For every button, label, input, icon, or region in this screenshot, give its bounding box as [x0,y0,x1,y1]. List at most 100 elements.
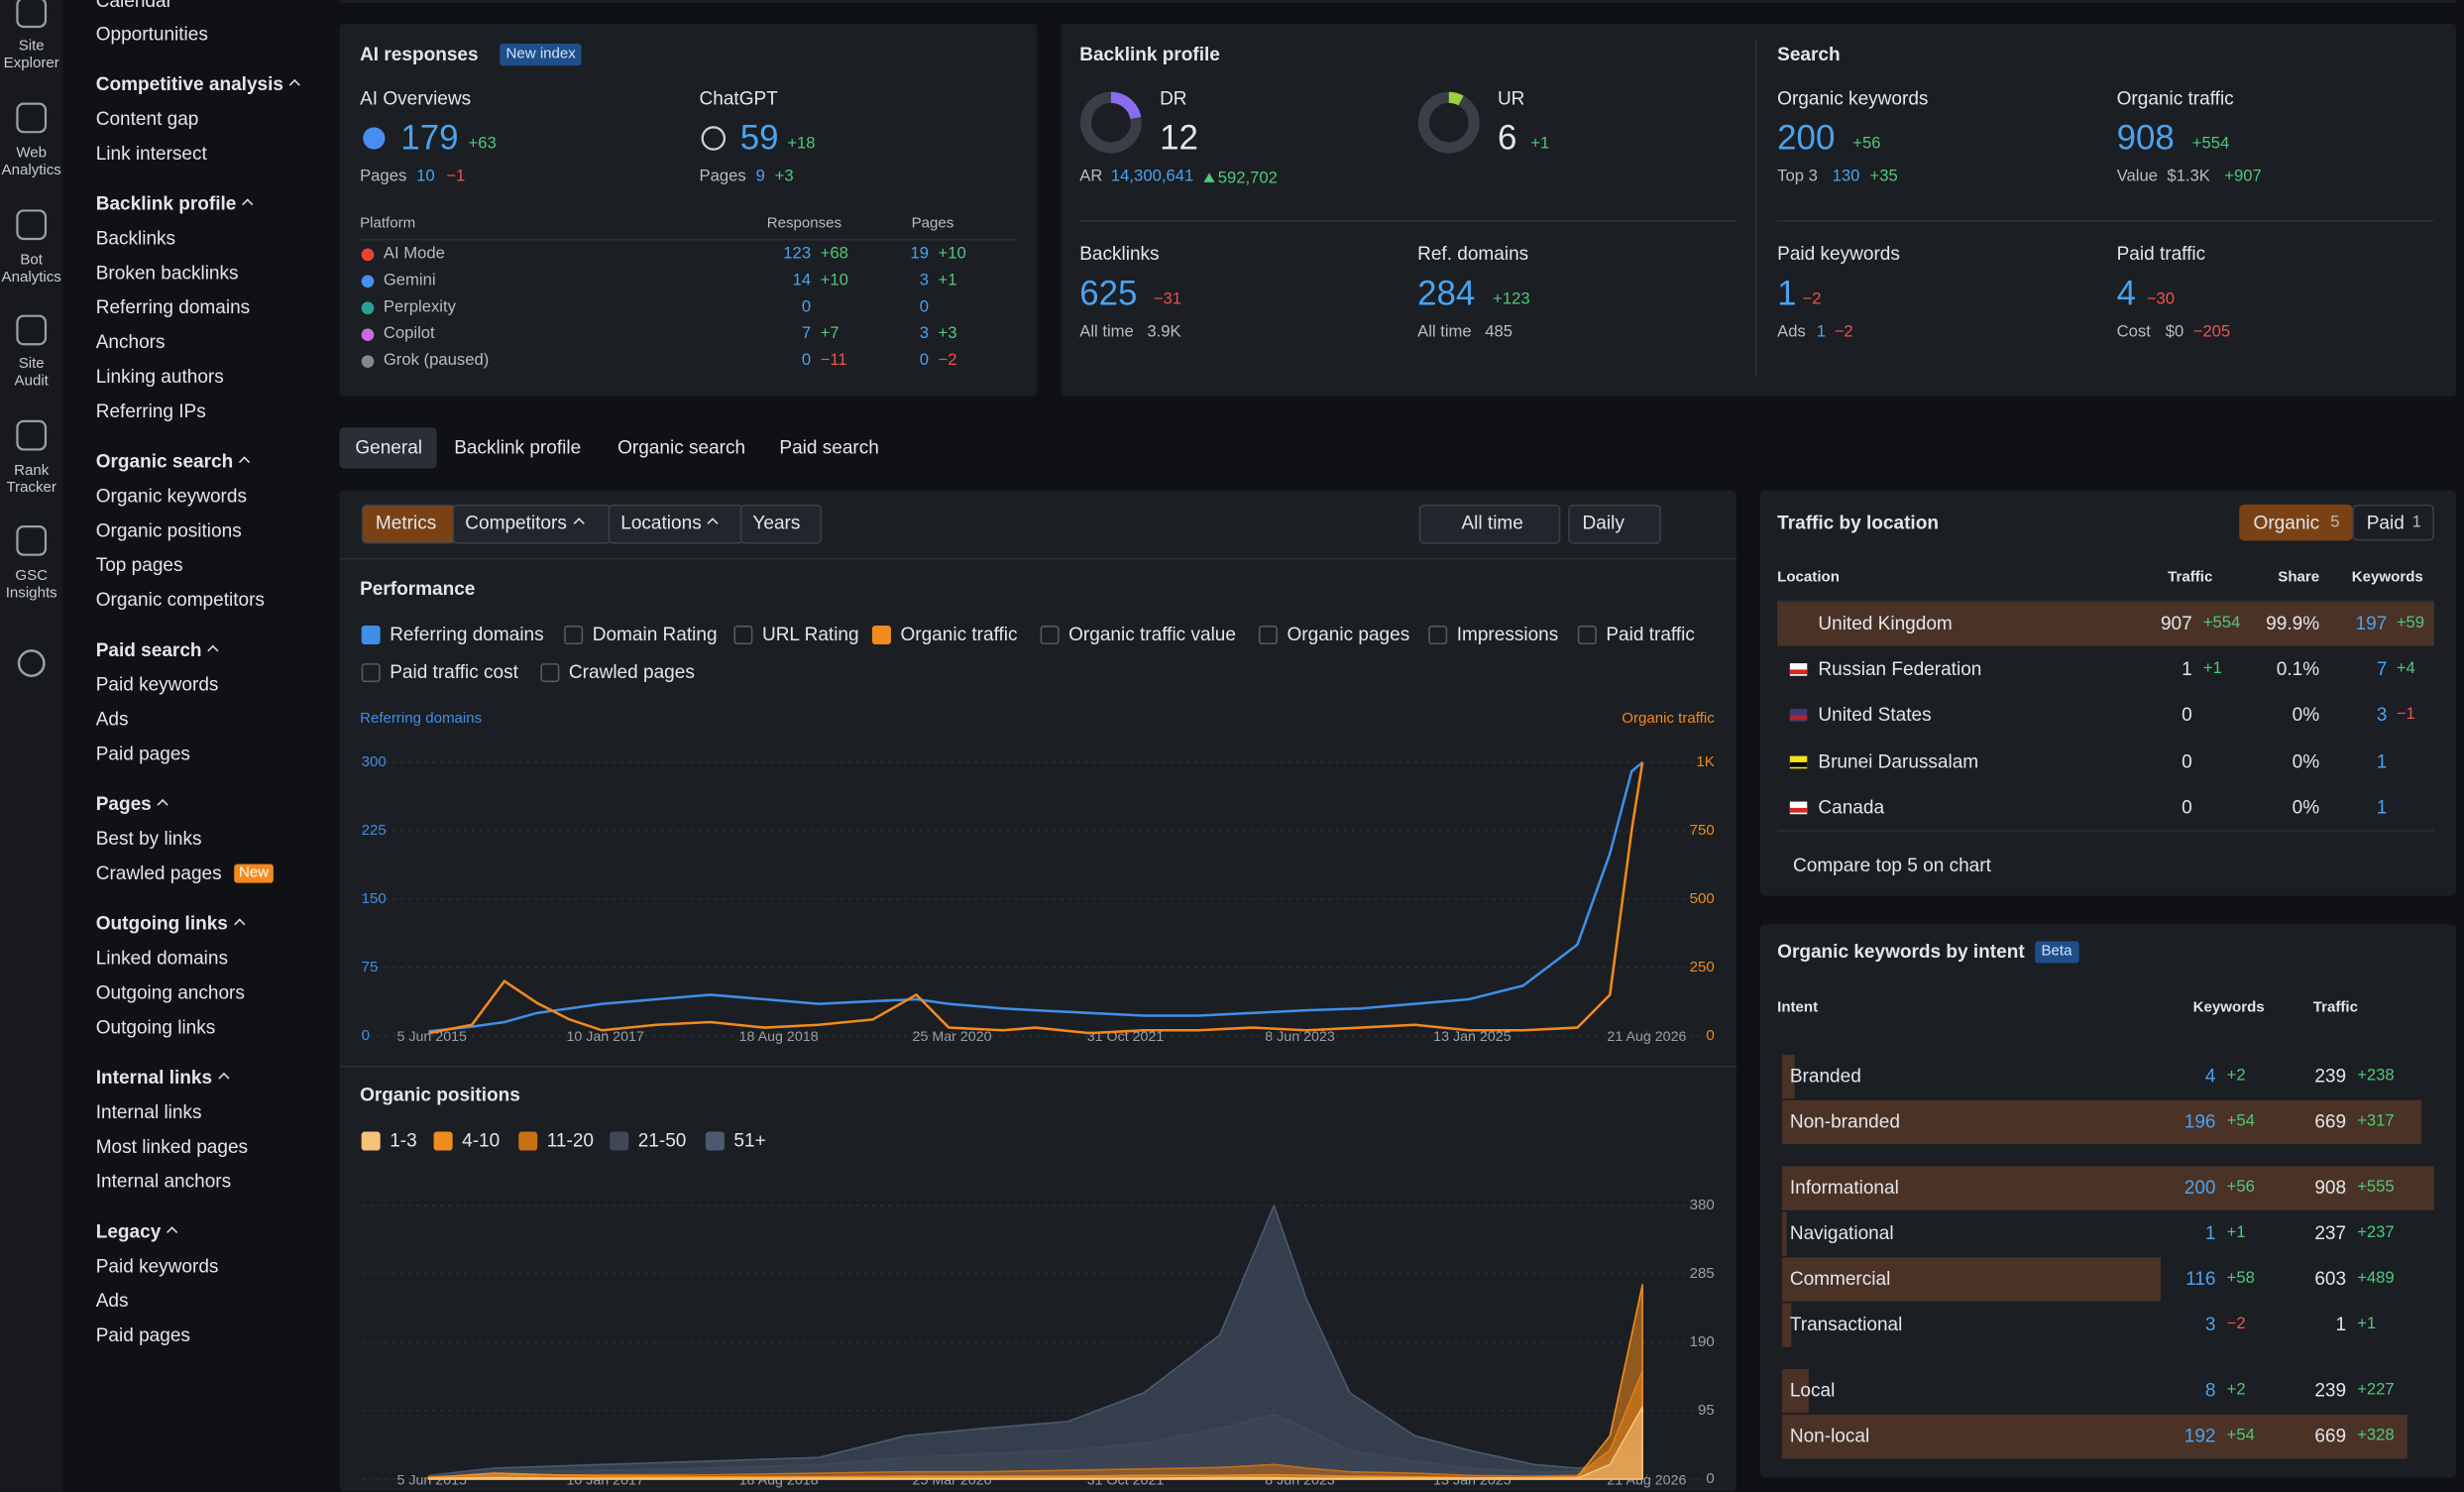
checkbox[interactable] [361,663,381,683]
nav-item[interactable]: Most linked pages [95,1135,249,1158]
top-edge [339,0,2457,4]
checkbox[interactable] [733,626,753,645]
toggle[interactable] [2239,504,2353,541]
nav-item[interactable]: Linked domains [95,947,228,970]
toggle[interactable] [2352,504,2434,541]
nav-group[interactable]: Competitive analysis [96,73,299,95]
tab[interactable]: Organic search [617,435,746,459]
rail-label[interactable]: Bot Analytics [1,251,61,287]
rail-label[interactable]: Web Analytics [1,144,61,179]
rail-label[interactable]: Rank Tracker [6,462,56,498]
tab[interactable]: Backlink profile [454,435,582,459]
nav-group[interactable]: Legacy [96,1220,176,1243]
button-label[interactable]: Years [752,511,801,534]
nav-item[interactable]: Organic competitors [95,588,265,611]
delta: +2 [2226,1066,2246,1086]
nav-item[interactable]: Internal anchors [95,1170,232,1193]
legend-label[interactable]: 51+ [733,1129,766,1152]
nav-item[interactable]: Best by links [95,827,202,850]
legend-checkbox[interactable] [610,1131,629,1151]
checkbox-label[interactable]: Paid traffic [1606,623,1695,645]
tab[interactable]: Paid search [779,435,879,459]
rail-icon [16,209,48,241]
nav-item[interactable]: Organic keywords [95,484,247,508]
nav-item[interactable]: Crawled pages [95,861,222,884]
button[interactable] [1568,504,1661,544]
legend-label[interactable]: 11-20 [546,1129,595,1152]
checkbox[interactable] [564,626,584,645]
checkbox-label[interactable]: Crawled pages [568,660,695,683]
button-label[interactable]: Competitors [465,512,582,534]
rail-label[interactable]: Site Explorer [3,38,59,72]
checkbox-label[interactable]: Organic pages [1287,623,1410,645]
checkbox-label[interactable]: Paid traffic cost [390,660,518,683]
checkbox[interactable] [1040,626,1060,645]
nav-item[interactable]: Linking authors [95,365,224,388]
metric-label: Backlinks [1079,242,1160,266]
checkbox[interactable] [871,626,891,645]
rail-label[interactable]: Site Audit [14,355,49,391]
nav-item[interactable]: Outgoing anchors [95,980,245,1004]
legend-label[interactable]: 1-3 [390,1129,417,1152]
delta: +554 [2191,134,2230,154]
nav-item[interactable]: Ads [95,708,129,731]
link[interactable]: Compare top 5 on chart [1793,854,1991,876]
area [427,1284,1643,1480]
nav-item[interactable]: Organic positions [95,518,242,542]
button-label[interactable]: Metrics [375,511,437,534]
checkbox-label[interactable]: Organic traffic [900,623,1018,645]
nav-item[interactable]: Top pages [95,553,183,576]
nav-item[interactable]: Paid pages [95,742,190,765]
nav-item[interactable]: Internal links [95,1100,202,1123]
checkbox[interactable] [1577,626,1597,645]
ai-card [339,23,1038,397]
nav-item[interactable]: Paid keywords [95,1254,219,1278]
checkbox[interactable] [1258,626,1278,645]
nav-group[interactable]: Internal links [96,1067,228,1089]
checkbox[interactable] [361,626,381,645]
legend-checkbox[interactable] [518,1131,538,1151]
nav-item[interactable]: Paid pages [95,1323,190,1346]
nav-item[interactable]: Opportunities [95,22,208,46]
nav-group[interactable]: Pages [96,793,168,815]
checkbox[interactable] [540,663,560,683]
checkbox-label[interactable]: Referring domains [390,623,544,645]
nav-item[interactable]: Content gap [95,107,199,130]
y-tick-label: 0 [362,1027,370,1044]
legend-label[interactable]: 4-10 [462,1129,501,1152]
legend-checkbox[interactable] [433,1131,453,1151]
rail-label[interactable]: GSC Insights [5,567,57,603]
nav-item[interactable]: Ads [95,1289,129,1312]
nav-item[interactable]: Anchors [95,330,166,353]
checkbox-label[interactable]: Impressions [1456,623,1559,645]
nav-item[interactable]: Link intersect [95,142,207,165]
checkbox-label[interactable]: Organic traffic value [1068,623,1236,645]
sub-label: Pages [360,167,407,186]
legend-label[interactable]: 21-50 [637,1129,687,1152]
button-label[interactable]: Locations [620,512,717,534]
nav-item[interactable]: Paid keywords [95,673,219,696]
nav-item[interactable]: Backlinks [95,226,176,250]
checkbox-label[interactable]: Domain Rating [592,623,718,645]
checkbox[interactable] [1428,626,1448,645]
button[interactable] [1418,504,1561,544]
nav-item[interactable]: Outgoing links [95,1015,216,1039]
button[interactable] [739,504,823,544]
button-label[interactable]: Daily [1582,511,1624,534]
toggle-label[interactable]: Organic [2253,511,2320,534]
nav-item[interactable]: Referring domains [95,295,251,318]
tab[interactable]: General [355,435,423,459]
nav-item[interactable]: Broken backlinks [95,261,239,285]
nav-group[interactable]: Organic search [96,451,249,473]
nav-item[interactable]: Referring IPs [95,400,206,422]
nav-group[interactable]: Paid search [96,639,218,661]
legend-checkbox[interactable] [705,1131,725,1151]
nav-item[interactable]: Calendar [95,0,172,12]
nav-group[interactable]: Outgoing links [96,913,244,935]
button-label[interactable]: All time [1461,511,1523,534]
checkbox-label[interactable]: URL Rating [761,623,859,645]
traffic: 1 [2182,657,2192,680]
nav-group[interactable]: Backlink profile [96,193,253,215]
toggle-label[interactable]: Paid [2366,511,2405,534]
legend-checkbox[interactable] [361,1131,381,1151]
